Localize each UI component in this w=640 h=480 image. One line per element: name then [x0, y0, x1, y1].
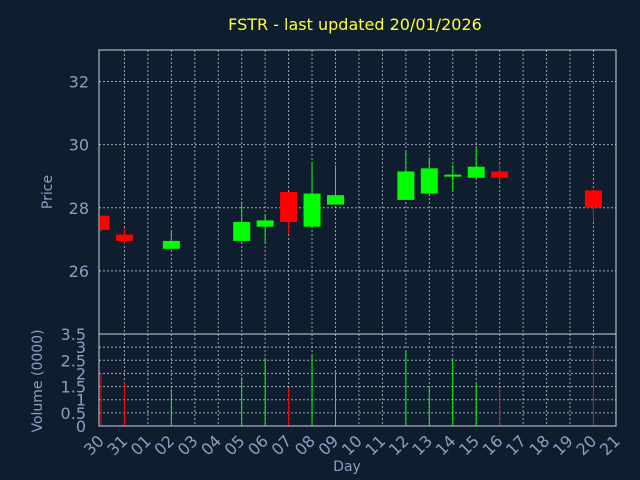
volume-tick-label: 0 — [76, 417, 86, 436]
price-panel-frame — [98, 49, 617, 335]
candle-body — [491, 171, 509, 178]
price-tick-label: 30 — [69, 136, 89, 155]
candle-body — [584, 190, 602, 208]
volume-tick-label: 1 — [76, 391, 86, 410]
price-candles — [100, 147, 602, 249]
price-tick-label: 32 — [69, 73, 89, 92]
candle-body — [256, 220, 274, 227]
volume-panel-frame — [98, 333, 617, 427]
candle-14 — [444, 165, 462, 192]
candle-13 — [420, 157, 438, 194]
candle-body — [233, 221, 251, 241]
candle-07 — [280, 192, 298, 235]
candle-09 — [327, 165, 344, 205]
price-grid — [99, 50, 616, 334]
candle-body — [444, 174, 462, 177]
candle-08 — [303, 162, 321, 227]
candle-body — [397, 171, 415, 200]
candle-body — [115, 234, 133, 241]
chart-title: FSTR - last updated 20/01/2026 — [228, 15, 482, 34]
candle-05 — [233, 201, 251, 241]
candle-15 — [467, 147, 485, 178]
candle-body — [100, 215, 110, 230]
candle-body — [467, 166, 485, 178]
volume-tick-label: 2 — [76, 364, 86, 383]
volume-bars — [100, 347, 594, 426]
price-tick-label: 26 — [69, 262, 89, 281]
candle-body — [303, 193, 321, 227]
volume-tick-label: 3 — [76, 338, 86, 357]
candle-20 — [584, 190, 602, 222]
candle-12 — [397, 150, 415, 200]
volume-tick-label: 2.5 — [61, 351, 86, 370]
x-axis-label: Day — [333, 459, 361, 475]
candle-body — [162, 240, 180, 249]
candle-body — [420, 168, 438, 194]
volume-tick-label: 3.5 — [61, 325, 86, 344]
volume-axis-label: Volume (0000) — [30, 329, 46, 432]
price-axis-label: Price — [40, 175, 56, 209]
candle-02 — [162, 231, 180, 249]
x-tick-label: 21 — [596, 431, 624, 459]
price-y-ticks: 26 28 30 32 — [69, 73, 89, 281]
candle-body — [280, 192, 298, 222]
volume-y-ticks: 00.511.522.533.5 — [61, 325, 86, 436]
price-tick-label: 28 — [69, 199, 89, 218]
candle-16 — [491, 163, 509, 183]
volume-tick-label: 0.5 — [61, 404, 86, 423]
candle-31 — [115, 228, 133, 245]
x-tick-labels: 3031010203040506070809101112131415161718… — [80, 431, 624, 459]
volume-tick-label: 1.5 — [61, 378, 86, 397]
candle-30 — [100, 215, 110, 232]
candle-06 — [256, 214, 274, 245]
candle-body — [327, 195, 344, 205]
volume-grid — [99, 333, 616, 427]
